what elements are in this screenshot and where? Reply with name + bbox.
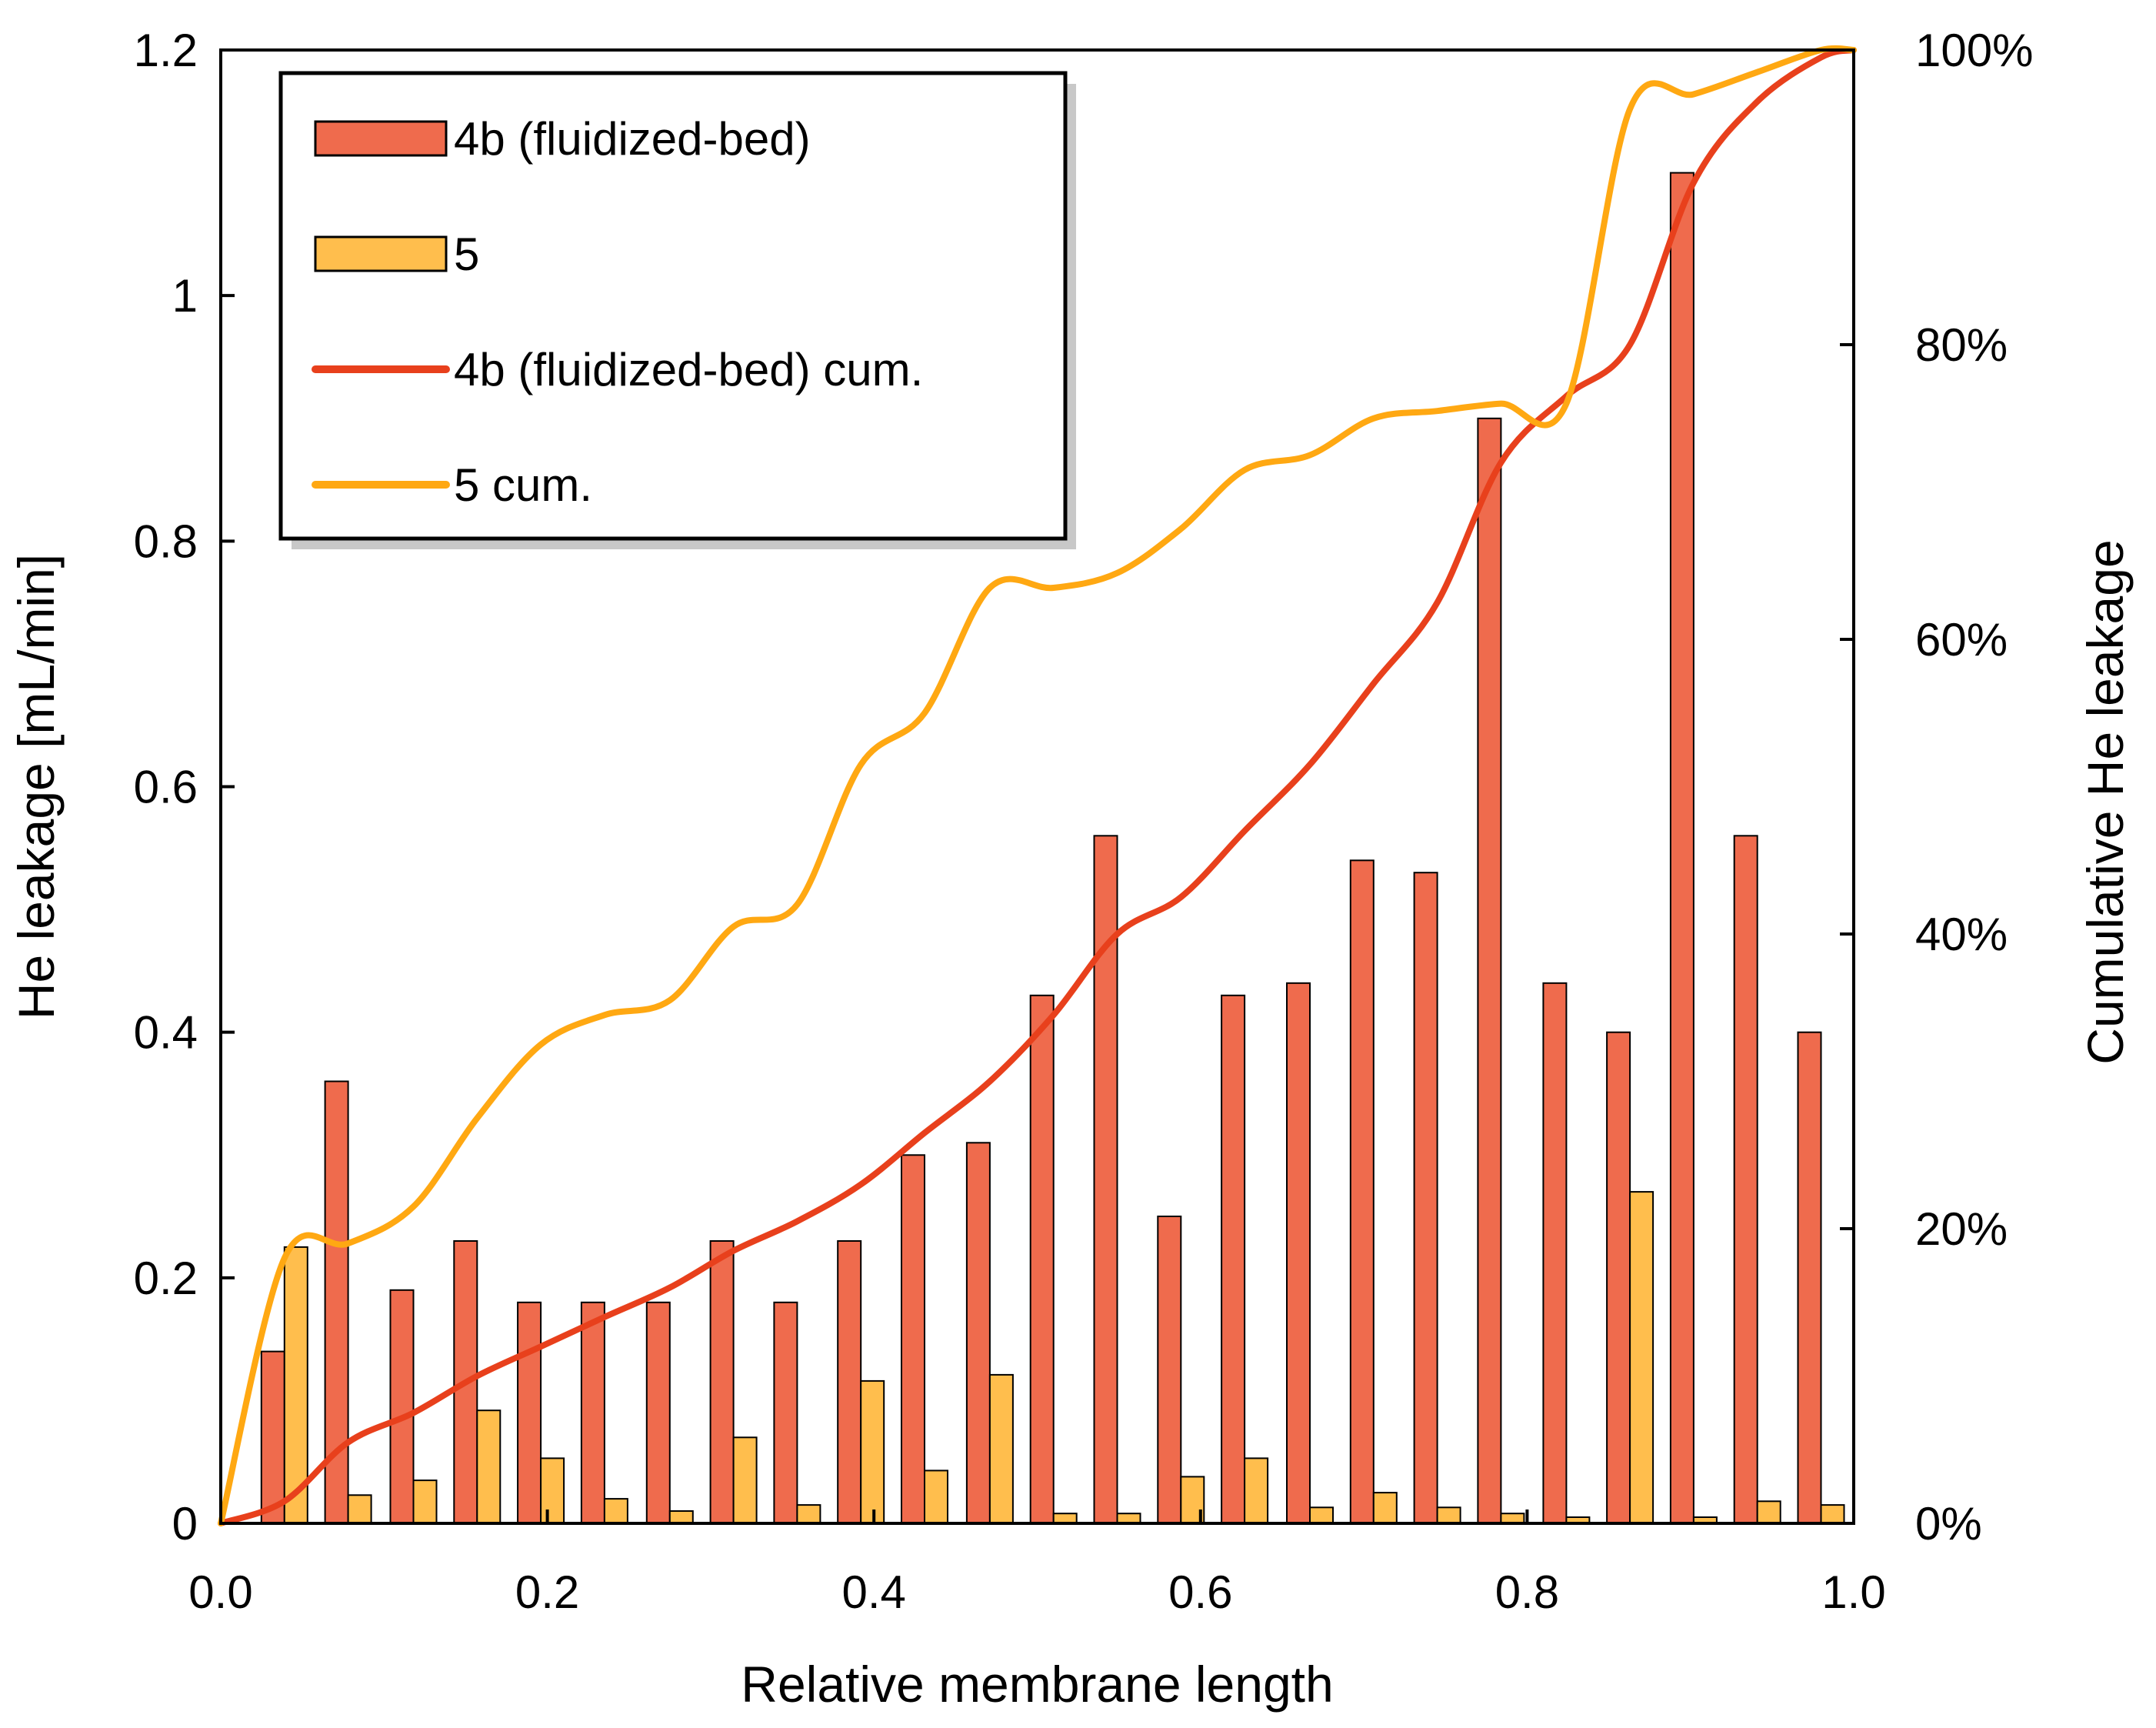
bar-4b-7 bbox=[709, 1240, 735, 1524]
lines-layer bbox=[218, 45, 1857, 1526]
legend: 4b (fluidized-bed) 5 4b (fluidized-bed) cu… bbox=[278, 71, 1076, 549]
legend-swatch-bar bbox=[314, 120, 448, 157]
bar-5-5 bbox=[603, 1498, 628, 1524]
y2-tick-label: 80% bbox=[1915, 319, 2008, 371]
y2-tick-label: 40% bbox=[1915, 909, 2008, 960]
y-tick-label: 0 bbox=[172, 1498, 198, 1550]
bar-5-10 bbox=[924, 1469, 948, 1525]
y-tick-label: 0.2 bbox=[134, 1253, 198, 1304]
bar-4b-11 bbox=[965, 1142, 991, 1525]
bar-5-15 bbox=[1244, 1457, 1269, 1525]
bar-5-21 bbox=[1629, 1191, 1654, 1524]
y-tick-label: 0.4 bbox=[134, 1007, 198, 1059]
bar-4b-17 bbox=[1349, 859, 1375, 1525]
x-tick-label: 0.4 bbox=[841, 1566, 905, 1618]
bar-5-24 bbox=[1820, 1504, 1845, 1524]
bar-4b-12 bbox=[1029, 994, 1055, 1525]
y-tick-label: 1.2 bbox=[134, 25, 198, 76]
x-tick-label: 0.0 bbox=[188, 1566, 252, 1618]
y2-tick-label: 100% bbox=[1915, 25, 2033, 76]
bar-5-8 bbox=[796, 1504, 821, 1524]
y-tick-label: 0.8 bbox=[134, 515, 198, 567]
x-tick-label: 0.6 bbox=[1168, 1566, 1232, 1618]
bar-4b-10 bbox=[901, 1154, 925, 1525]
bar-4b-15 bbox=[1221, 994, 1246, 1525]
bar-5-0 bbox=[283, 1246, 308, 1525]
bar-4b-2 bbox=[389, 1289, 415, 1525]
bar-4b-8 bbox=[773, 1301, 798, 1525]
bar-5-9 bbox=[860, 1379, 885, 1525]
legend-label: 4b (fluidized-bed) cum. bbox=[454, 344, 923, 395]
x-axis-title: Relative membrane length bbox=[741, 1656, 1333, 1713]
bar-5-1 bbox=[347, 1494, 372, 1525]
bar-4b-23 bbox=[1733, 835, 1758, 1525]
legend-items: 4b (fluidized-bed) 5 4b (fluidized-bed) cu… bbox=[312, 113, 923, 511]
bar-4b-14 bbox=[1157, 1216, 1182, 1524]
bar-5-6 bbox=[668, 1510, 694, 1524]
bar-5-18 bbox=[1436, 1506, 1461, 1525]
y2-tick-label: 0% bbox=[1915, 1498, 1982, 1550]
bar-4b-19 bbox=[1477, 417, 1502, 1525]
bar-4b-24 bbox=[1797, 1031, 1822, 1524]
x-tick-label: 0.2 bbox=[515, 1566, 579, 1618]
bar-5-2 bbox=[412, 1479, 438, 1524]
legend-swatch-bar bbox=[314, 235, 448, 272]
line-4b-cumulative bbox=[218, 47, 1857, 1526]
y2-tick-label: 60% bbox=[1915, 614, 2008, 666]
bar-5-7 bbox=[732, 1436, 758, 1525]
x-tick-label: 0.8 bbox=[1495, 1566, 1559, 1618]
y-tick-label: 0.6 bbox=[134, 762, 198, 813]
bar-5-11 bbox=[988, 1373, 1014, 1525]
bar-5-17 bbox=[1372, 1492, 1398, 1524]
bar-4b-0 bbox=[260, 1350, 285, 1524]
axes-layer: 0 0.2 0.4 0.6 0.8 1 1.2 0% 20% 40% 60% 80% 100% 0.0 0.… bbox=[134, 25, 2034, 1618]
bar-5-16 bbox=[1309, 1506, 1334, 1525]
y-axis-title: He leakage [mL/min] bbox=[8, 554, 65, 1019]
bar-4b-16 bbox=[1286, 982, 1311, 1525]
y-tick-label: 1 bbox=[172, 270, 198, 322]
bar-5-3 bbox=[476, 1409, 502, 1524]
line-5-cumulative bbox=[218, 45, 1857, 1526]
bar-4b-22 bbox=[1669, 172, 1694, 1525]
bar-4b-6 bbox=[645, 1301, 671, 1525]
bar-4b-20 bbox=[1542, 982, 1568, 1525]
legend-label: 5 bbox=[454, 229, 479, 280]
bar-4b-9 bbox=[837, 1240, 862, 1524]
x-tick-label: 1.0 bbox=[1821, 1566, 1885, 1618]
bar-4b-4 bbox=[517, 1301, 542, 1525]
y2-tick-label: 20% bbox=[1915, 1203, 2008, 1255]
y2-axis-title: Cumulative He leakage bbox=[2077, 539, 2134, 1064]
legend-label: 5 cum. bbox=[454, 459, 592, 511]
bar-4b-21 bbox=[1606, 1031, 1631, 1524]
legend-label: 4b (fluidized-bed) bbox=[454, 113, 811, 165]
bar-4b-18 bbox=[1413, 872, 1438, 1524]
bar-5-23 bbox=[1756, 1500, 1781, 1525]
bars-layer bbox=[260, 172, 1845, 1525]
bar-4b-5 bbox=[580, 1301, 605, 1525]
bar-5-4 bbox=[540, 1457, 565, 1525]
